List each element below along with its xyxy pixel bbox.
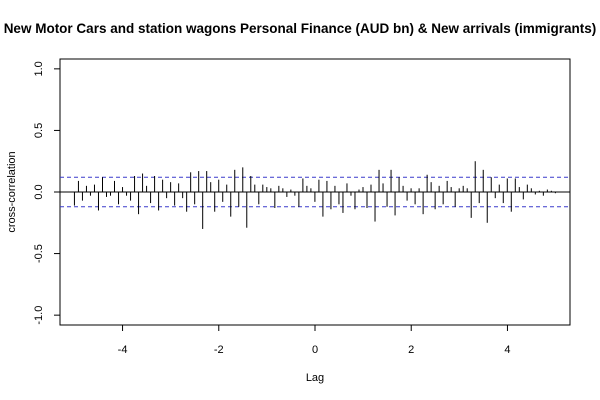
x-tick-label: 0 bbox=[312, 344, 318, 356]
x-tick-label: -2 bbox=[214, 344, 224, 356]
x-axis: -4 -2 0 2 4 bbox=[118, 324, 511, 356]
x-tick-label: 4 bbox=[504, 344, 510, 356]
x-tick-label: 2 bbox=[408, 344, 414, 356]
y-tick-label: -1.0 bbox=[33, 306, 45, 325]
confidence-band bbox=[60, 176, 570, 208]
x-tick-label: -4 bbox=[118, 344, 128, 356]
y-axis-label: cross-correlation bbox=[6, 151, 18, 232]
y-tick-label: 1.0 bbox=[33, 61, 45, 76]
x-axis-label: Lag bbox=[306, 372, 324, 384]
y-axis: -1.0 -0.5 0.0 0.5 1.0 bbox=[33, 61, 60, 325]
y-tick-label: 0.5 bbox=[33, 123, 45, 138]
ccf-bars bbox=[73, 161, 556, 229]
chart-title: New Motor Cars and station wagons Person… bbox=[4, 21, 597, 36]
y-tick-label: 0.0 bbox=[33, 184, 45, 199]
y-tick-label: -0.5 bbox=[33, 244, 45, 263]
